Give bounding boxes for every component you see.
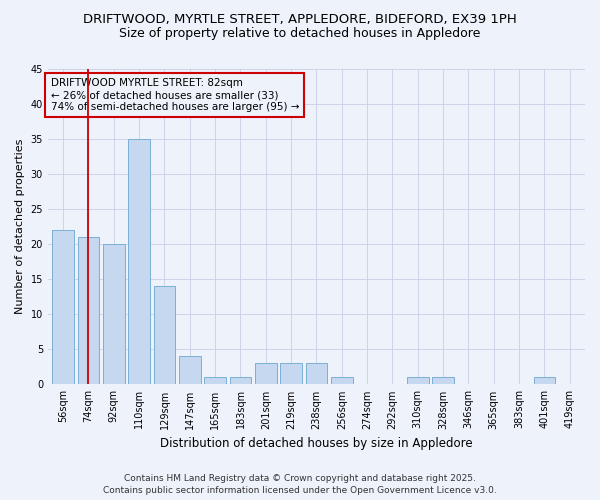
Bar [331, 378, 353, 384]
Text: Size of property relative to detached houses in Appledore: Size of property relative to detached ho… [119, 28, 481, 40]
Bar [154, 286, 175, 384]
Bar [230, 378, 251, 384]
Bar [103, 244, 125, 384]
Bar [533, 378, 555, 384]
Text: DRIFTWOOD MYRTLE STREET: 82sqm
← 26% of detached houses are smaller (33)
74% of : DRIFTWOOD MYRTLE STREET: 82sqm ← 26% of … [50, 78, 299, 112]
Bar [205, 378, 226, 384]
Bar [255, 364, 277, 384]
X-axis label: Distribution of detached houses by size in Appledore: Distribution of detached houses by size … [160, 437, 473, 450]
Bar [305, 364, 327, 384]
Bar [407, 378, 428, 384]
Bar [52, 230, 74, 384]
Text: DRIFTWOOD, MYRTLE STREET, APPLEDORE, BIDEFORD, EX39 1PH: DRIFTWOOD, MYRTLE STREET, APPLEDORE, BID… [83, 12, 517, 26]
Y-axis label: Number of detached properties: Number of detached properties [15, 139, 25, 314]
Bar [280, 364, 302, 384]
Bar [77, 237, 99, 384]
Bar [128, 139, 150, 384]
Text: Contains HM Land Registry data © Crown copyright and database right 2025.
Contai: Contains HM Land Registry data © Crown c… [103, 474, 497, 495]
Bar [433, 378, 454, 384]
Bar [179, 356, 200, 384]
